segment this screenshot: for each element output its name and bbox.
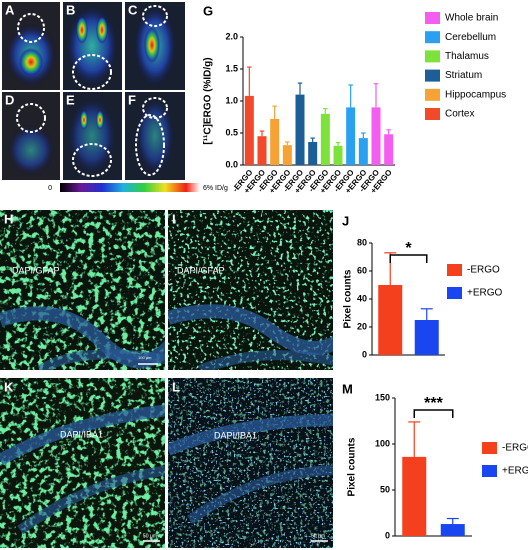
significance-bracket [389, 254, 428, 263]
legend-swatch [447, 264, 462, 276]
colorbar-min: 0 [48, 185, 52, 192]
panel-label: M [342, 381, 353, 396]
y-tick-label: 150 [375, 392, 390, 402]
y-axis-label: Pixel counts [343, 269, 354, 328]
bar [414, 320, 439, 355]
scale-bar-label: 100 µm [138, 355, 152, 360]
panel-label: C [128, 2, 138, 17]
panel-label: L [172, 379, 180, 394]
legend-label: -ERGO [467, 265, 500, 276]
legend-label: Whole brain [445, 13, 498, 24]
legend-swatch [425, 88, 440, 101]
legend-label: +ERGO [467, 288, 503, 299]
bar [378, 285, 403, 355]
significance-bracket [413, 409, 454, 418]
bar [371, 107, 381, 165]
stain-label: DAPI/IBA1 [60, 429, 103, 439]
y-tick-label: 2.0 [225, 31, 238, 41]
y-axis-label: Pixel counts [347, 437, 358, 496]
bar [308, 141, 318, 165]
scale-bar-label: 50 µm [311, 533, 325, 539]
y-tick-label: 40 [357, 293, 367, 303]
y-tick-label: 0 [362, 349, 367, 359]
legend-label: Hippocampus [445, 89, 506, 100]
y-tick-label: 60 [357, 265, 367, 275]
panel-label: J [342, 213, 349, 228]
panel-label: K [4, 379, 14, 394]
y-tick-label: 50 [380, 484, 390, 494]
y-tick-label: 1.5 [225, 63, 238, 73]
scale-bar-label: 50 µm [143, 533, 157, 539]
significance-label: *** [424, 395, 443, 412]
panel-label: H [4, 211, 13, 226]
panel-label: B [66, 2, 75, 17]
legend-swatch [425, 69, 440, 82]
bar [320, 113, 330, 165]
bar [244, 95, 254, 165]
legend-swatch [425, 12, 440, 24]
panel-label: A [5, 2, 15, 17]
legend-swatch [425, 31, 440, 44]
y-tick-label: 20 [357, 321, 367, 331]
legend-label: -ERGO [502, 443, 528, 454]
y-tick-label: 0.0 [225, 159, 238, 169]
stain-label: DAPI/GFAP [177, 265, 225, 275]
legend-label: Thalamus [445, 51, 489, 62]
colorbar-max: 6% ID/g [203, 185, 228, 192]
panel-label: I [172, 211, 176, 226]
bar [270, 118, 280, 165]
legend-label: Cerebellum [445, 32, 496, 43]
bar [440, 524, 465, 536]
y-tick-label: 0.5 [225, 127, 238, 137]
legend-swatch [447, 287, 462, 299]
legend-label: +ERGO [502, 466, 528, 477]
significance-label: * [405, 240, 412, 257]
figure-texts: A B C D E F H I K L 0 6% ID/g DAPI/GFAP … [4, 2, 325, 539]
panel-label: E [66, 92, 75, 107]
bar [295, 94, 305, 165]
bar [257, 136, 267, 165]
y-tick-label: 80 [357, 237, 367, 247]
bar [333, 145, 343, 165]
histology-images [0, 210, 333, 548]
y-tick-label: 0 [385, 530, 390, 540]
bar [346, 107, 356, 165]
legend-label: Striatum [445, 70, 482, 81]
panel-label: G [203, 3, 213, 18]
legend-swatch [425, 50, 440, 63]
y-tick-label: 100 [375, 438, 390, 448]
y-tick-label: 1.0 [225, 95, 238, 105]
legend-label: Cortex [445, 109, 474, 120]
pet-images [2, 2, 200, 192]
bar [402, 456, 427, 536]
stain-label: DAPI/IBA1 [214, 430, 257, 440]
stain-label: DAPI/GFAP [12, 265, 60, 275]
legend-swatch [482, 442, 497, 454]
panel-label: F [128, 92, 136, 107]
bar [384, 134, 394, 165]
bar [358, 138, 368, 165]
bar [282, 145, 292, 165]
panel-label: D [5, 92, 14, 107]
legend-swatch [425, 108, 440, 120]
y-axis-label: [¹¹C]ERGO (%ID/g) [203, 57, 214, 144]
legend-swatch [482, 465, 497, 477]
